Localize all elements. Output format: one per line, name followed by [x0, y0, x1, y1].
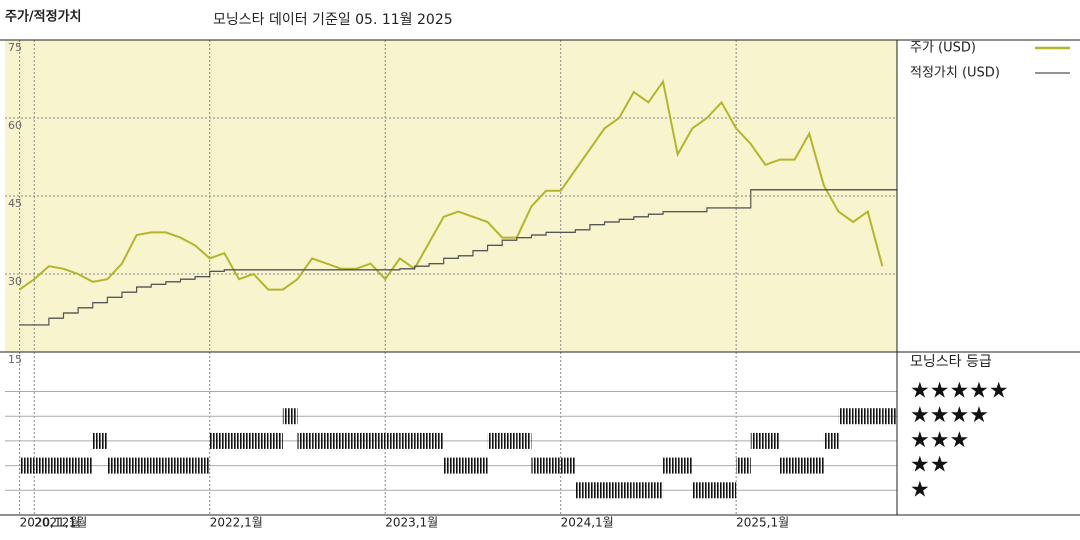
rating-bar: [151, 457, 166, 474]
rating-bar: [253, 432, 269, 449]
rating-label: ★★: [910, 453, 949, 478]
rating-title: 모닝스타 등급: [910, 354, 992, 370]
rating-bar: [92, 432, 108, 449]
rating-bar: [882, 408, 897, 425]
frame: [0, 39, 1080, 516]
y-tick-label: 45: [8, 197, 22, 210]
rating-bar: [180, 457, 196, 474]
rating-bar: [472, 457, 488, 474]
y-tick-label: 60: [8, 119, 22, 132]
rating-bar: [238, 432, 254, 449]
rating-bar: [107, 457, 122, 474]
rating-bar: [780, 457, 795, 474]
rating-bar: [312, 432, 327, 449]
rating-bar: [677, 457, 693, 474]
rating-label: ★★★★★: [910, 379, 1009, 404]
x-tick-label: 2023,1월: [385, 516, 438, 530]
rating-bar: [809, 457, 824, 474]
y-tick-label: 15: [8, 353, 22, 366]
rating-bar: [458, 457, 473, 474]
y-tick-label: 75: [8, 41, 22, 54]
rating-bar: [823, 432, 839, 449]
rating-bar: [121, 457, 137, 474]
rating-bar: [867, 408, 883, 425]
rating-bar: [355, 432, 371, 449]
rating-bar: [195, 457, 210, 474]
rating-bar: [575, 482, 590, 499]
rating-bar: [560, 457, 576, 474]
rating-bar: [326, 432, 342, 449]
x-tick-label: 2025,1월: [736, 516, 789, 530]
x-tick-label: 2020,12월: [20, 516, 81, 530]
rating-label: ★★★★: [910, 403, 989, 428]
rating-bar: [619, 482, 634, 499]
rating-bar: [589, 482, 605, 499]
rating-bar: [765, 432, 781, 449]
rating-bar: [604, 482, 620, 499]
legend-label: 주가 (USD): [910, 41, 976, 56]
rating-bar: [750, 432, 766, 449]
rating-bar: [502, 432, 517, 449]
rating-label: ★: [910, 477, 930, 502]
rating-bar: [282, 408, 298, 425]
rating-bar: [370, 432, 386, 449]
rating-bar: [531, 457, 547, 474]
rating-bar: [648, 482, 664, 499]
rating-bar: [663, 457, 678, 474]
rating-bar: [706, 482, 722, 499]
rating-bar: [794, 457, 810, 474]
rating-bar: [429, 432, 444, 449]
rating-bar: [721, 482, 737, 499]
rating-bar: [34, 457, 49, 474]
rating-bar: [838, 408, 854, 425]
rating-bar: [78, 457, 93, 474]
rating-bar: [853, 408, 868, 425]
rating-bar: [63, 457, 79, 474]
rating-bar: [341, 432, 356, 449]
chart-title: 주가/적정가치: [5, 9, 82, 25]
rating-bar: [209, 432, 225, 449]
rating-bar: [385, 432, 400, 449]
fair-value-connector: [19, 189, 897, 326]
rating-bar: [136, 457, 152, 474]
rating-label: ★★★: [910, 428, 969, 453]
rating-bar: [297, 432, 313, 449]
rating-bar: [19, 457, 35, 474]
rating-bar: [48, 457, 64, 474]
rating-bar: [224, 432, 239, 449]
rating-bar: [736, 457, 751, 474]
rating-bar: [516, 432, 532, 449]
rating-bar: [546, 457, 561, 474]
rating-bar: [692, 482, 707, 499]
x-tick-label: 2021,1월: [34, 516, 87, 530]
rating-bar: [399, 432, 415, 449]
price-line: [19, 79, 884, 291]
rating-bar: [443, 457, 459, 474]
rating-bar: [414, 432, 430, 449]
rating-bar: [165, 457, 181, 474]
rating-bar: [487, 432, 503, 449]
legend-label: 적정가치 (USD): [910, 66, 1000, 81]
y-tick-label: 30: [8, 275, 22, 288]
x-tick-label: 2024,1월: [561, 516, 614, 530]
rating-bar: [633, 482, 649, 499]
x-tick-label: 2022,1월: [210, 516, 263, 530]
rating-bar: [268, 432, 283, 449]
chart-subtitle: 모닝스타 데이터 기준일 05. 11월 2025: [213, 12, 453, 28]
